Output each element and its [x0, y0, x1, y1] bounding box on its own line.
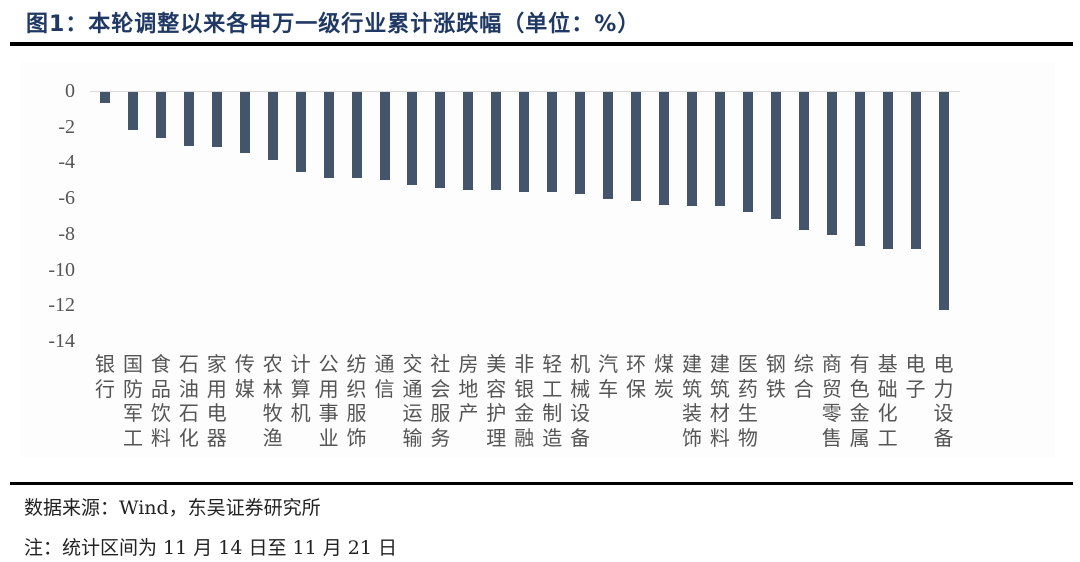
y-tick-label: 0: [65, 80, 75, 102]
x-category-label: 银行: [95, 352, 115, 401]
bar: [631, 92, 642, 201]
x-category-label: 基础化工: [877, 352, 898, 450]
bar: [463, 92, 474, 191]
bottom-rule: [10, 482, 1073, 485]
top-rule: [10, 42, 1073, 46]
zero-axis-line: [90, 91, 960, 92]
bar: [714, 92, 725, 207]
x-category-label: 食品饮料: [150, 352, 171, 450]
bar: [603, 92, 614, 200]
bar: [882, 92, 893, 250]
x-category-label: 社会服务: [430, 352, 451, 450]
bar: [295, 92, 306, 173]
x-category-label: 医药生物: [737, 352, 758, 450]
bar: [351, 92, 362, 178]
x-category-label: 有色金属: [849, 352, 870, 450]
x-category-label: 国防军工: [122, 352, 143, 450]
x-category-label: 传媒: [234, 352, 255, 401]
x-category-label: 农林牧渔: [262, 352, 283, 450]
x-category-label: 建筑材料: [709, 352, 730, 450]
x-category-label: 综合: [793, 352, 814, 401]
x-category-label: 房地产: [458, 352, 479, 425]
bar: [435, 92, 446, 189]
x-category-label: 纺织服饰: [346, 352, 367, 450]
footnote: 注：统计区间为 11 月 14 日至 11 月 21 日: [24, 537, 398, 559]
bar: [770, 92, 781, 219]
x-category-label: 公用事业: [318, 352, 339, 450]
x-category-label: 通信: [374, 352, 395, 401]
x-category-label: 建筑装饰: [681, 352, 702, 450]
x-category-label: 钢铁: [765, 352, 786, 401]
bar: [686, 92, 697, 207]
x-category-label: 汽车: [598, 352, 619, 401]
bar: [826, 92, 837, 235]
bar: [323, 92, 334, 178]
x-category-label: 环保: [626, 352, 647, 401]
x-category-label: 煤炭: [654, 352, 674, 401]
bar: [910, 92, 921, 250]
bar: [100, 92, 110, 103]
bar: [519, 92, 530, 193]
data-source: 数据来源：Wind，东吴证券研究所: [24, 497, 321, 519]
x-category-label: 美容护理: [486, 352, 507, 450]
x-category-label: 轻工制造: [542, 352, 563, 450]
x-category-label: 计算机: [290, 352, 311, 425]
bar: [379, 92, 390, 180]
bar: [267, 92, 278, 160]
x-category-label: 商贸零售: [821, 352, 842, 450]
bar: [183, 92, 194, 146]
bar: [127, 92, 138, 130]
y-tick-label: -8: [58, 222, 75, 245]
x-category-label: 石油石化: [178, 352, 199, 450]
x-category-label: 交通运输: [402, 352, 423, 450]
bar: [575, 92, 586, 194]
bar: [239, 92, 250, 153]
y-tick-label: -4: [58, 151, 75, 174]
y-tick-label: -6: [58, 187, 75, 210]
x-category-label: 非银金融: [514, 352, 535, 450]
bar: [659, 92, 669, 205]
bar: [547, 92, 558, 193]
bar: [155, 92, 166, 139]
bar: [491, 92, 502, 191]
y-tick-label: -2: [58, 115, 75, 138]
x-category-label: 机械设备: [570, 352, 591, 450]
figure-title: 图1：本轮调整以来各申万一级行业累计涨跌幅（单位：%）: [26, 12, 641, 37]
bar: [742, 92, 753, 212]
bar: [854, 92, 865, 246]
bar: [211, 92, 222, 148]
y-tick-label: -12: [48, 294, 75, 317]
y-tick-label: -10: [48, 258, 75, 281]
bar-chart: 0 -2 -4 -6 -8 -10 -12 -14 银行 国防军工 食品饮料 石油石化 家用电器 传媒 农林…: [48, 80, 960, 450]
y-tick-label: -14: [48, 330, 75, 353]
x-category-label: 电力设备: [933, 352, 954, 450]
x-category-label: 电子: [905, 352, 926, 401]
x-category-label: 家用电器: [206, 352, 227, 450]
bar: [798, 92, 809, 230]
bar: [938, 92, 949, 310]
bar: [407, 92, 418, 185]
